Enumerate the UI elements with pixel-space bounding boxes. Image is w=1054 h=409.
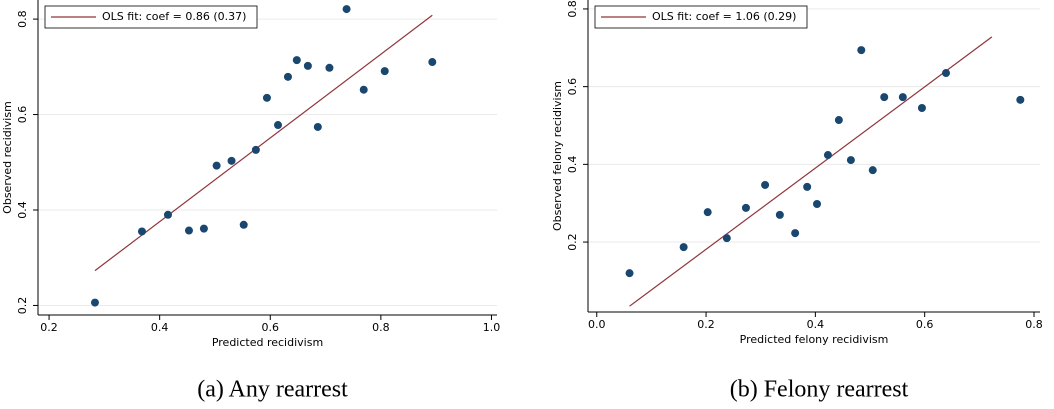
point bbox=[251, 145, 260, 154]
caption: (b) Felony rearrest bbox=[730, 377, 909, 403]
point bbox=[212, 161, 221, 170]
point bbox=[813, 199, 822, 208]
caption: (a) Any rearrest bbox=[197, 377, 348, 403]
point bbox=[359, 85, 368, 94]
point bbox=[163, 210, 172, 219]
legend-label: OLS fit: coef = 0.86 (0.37) bbox=[102, 10, 246, 23]
point bbox=[834, 116, 843, 125]
point bbox=[761, 180, 770, 189]
point bbox=[292, 56, 301, 65]
legend bbox=[44, 5, 258, 29]
fit-line bbox=[94, 14, 433, 272]
point bbox=[941, 69, 950, 78]
point bbox=[868, 166, 877, 175]
x-tick-label: 0.2 bbox=[697, 318, 715, 331]
x-axis-label: Predicted felony recidivism bbox=[740, 333, 889, 346]
point bbox=[262, 93, 271, 102]
point bbox=[625, 269, 634, 278]
y-tick-label: 0.6 bbox=[16, 106, 29, 124]
point bbox=[846, 156, 855, 165]
y-tick-label: 0.4 bbox=[16, 201, 29, 219]
fit-line bbox=[629, 36, 993, 307]
point bbox=[857, 46, 866, 55]
point bbox=[703, 208, 712, 217]
x-tick-label: 1.0 bbox=[483, 321, 501, 334]
point bbox=[239, 220, 248, 229]
y-axis-label: Observed recidivism bbox=[1, 101, 14, 214]
y-tick-label: 0.2 bbox=[16, 297, 29, 315]
legend-label: OLS fit: coef = 1.06 (0.29) bbox=[652, 10, 796, 23]
point bbox=[199, 224, 208, 233]
point bbox=[679, 243, 688, 252]
y-axis-label: Observed felony recidivism bbox=[551, 81, 564, 231]
point bbox=[741, 203, 750, 212]
y-tick-label: 0.6 bbox=[566, 78, 579, 96]
point bbox=[274, 121, 283, 130]
point bbox=[184, 226, 193, 235]
point bbox=[313, 122, 322, 131]
point bbox=[791, 229, 800, 238]
point bbox=[823, 151, 832, 160]
point bbox=[722, 234, 731, 243]
point bbox=[898, 93, 907, 102]
point bbox=[303, 61, 312, 70]
legend bbox=[594, 5, 808, 29]
x-tick-label: 0.8 bbox=[1025, 318, 1043, 331]
x-tick-label: 0.4 bbox=[151, 321, 169, 334]
y-tick-label: 0.4 bbox=[566, 156, 579, 174]
x-tick-label: 0.0 bbox=[588, 318, 606, 331]
x-axis-label: Predicted recidivism bbox=[212, 336, 323, 349]
x-tick-label: 0.6 bbox=[916, 318, 934, 331]
x-tick-label: 0.8 bbox=[372, 321, 390, 334]
point bbox=[1016, 95, 1025, 104]
x-tick-label: 0.2 bbox=[40, 321, 58, 334]
point bbox=[342, 5, 351, 14]
point bbox=[880, 93, 889, 102]
point bbox=[428, 58, 437, 67]
point bbox=[283, 72, 292, 81]
point bbox=[137, 227, 146, 236]
point bbox=[803, 182, 812, 191]
point bbox=[227, 156, 236, 165]
y-tick-label: 0.8 bbox=[16, 10, 29, 28]
point bbox=[917, 104, 926, 113]
x-tick-label: 0.4 bbox=[807, 318, 825, 331]
x-tick-label: 0.6 bbox=[262, 321, 280, 334]
point bbox=[775, 210, 784, 219]
point bbox=[380, 67, 389, 76]
y-tick-label: 0.2 bbox=[566, 233, 579, 251]
y-tick-label: 0.8 bbox=[566, 0, 579, 18]
point bbox=[325, 63, 334, 72]
point bbox=[90, 298, 99, 307]
